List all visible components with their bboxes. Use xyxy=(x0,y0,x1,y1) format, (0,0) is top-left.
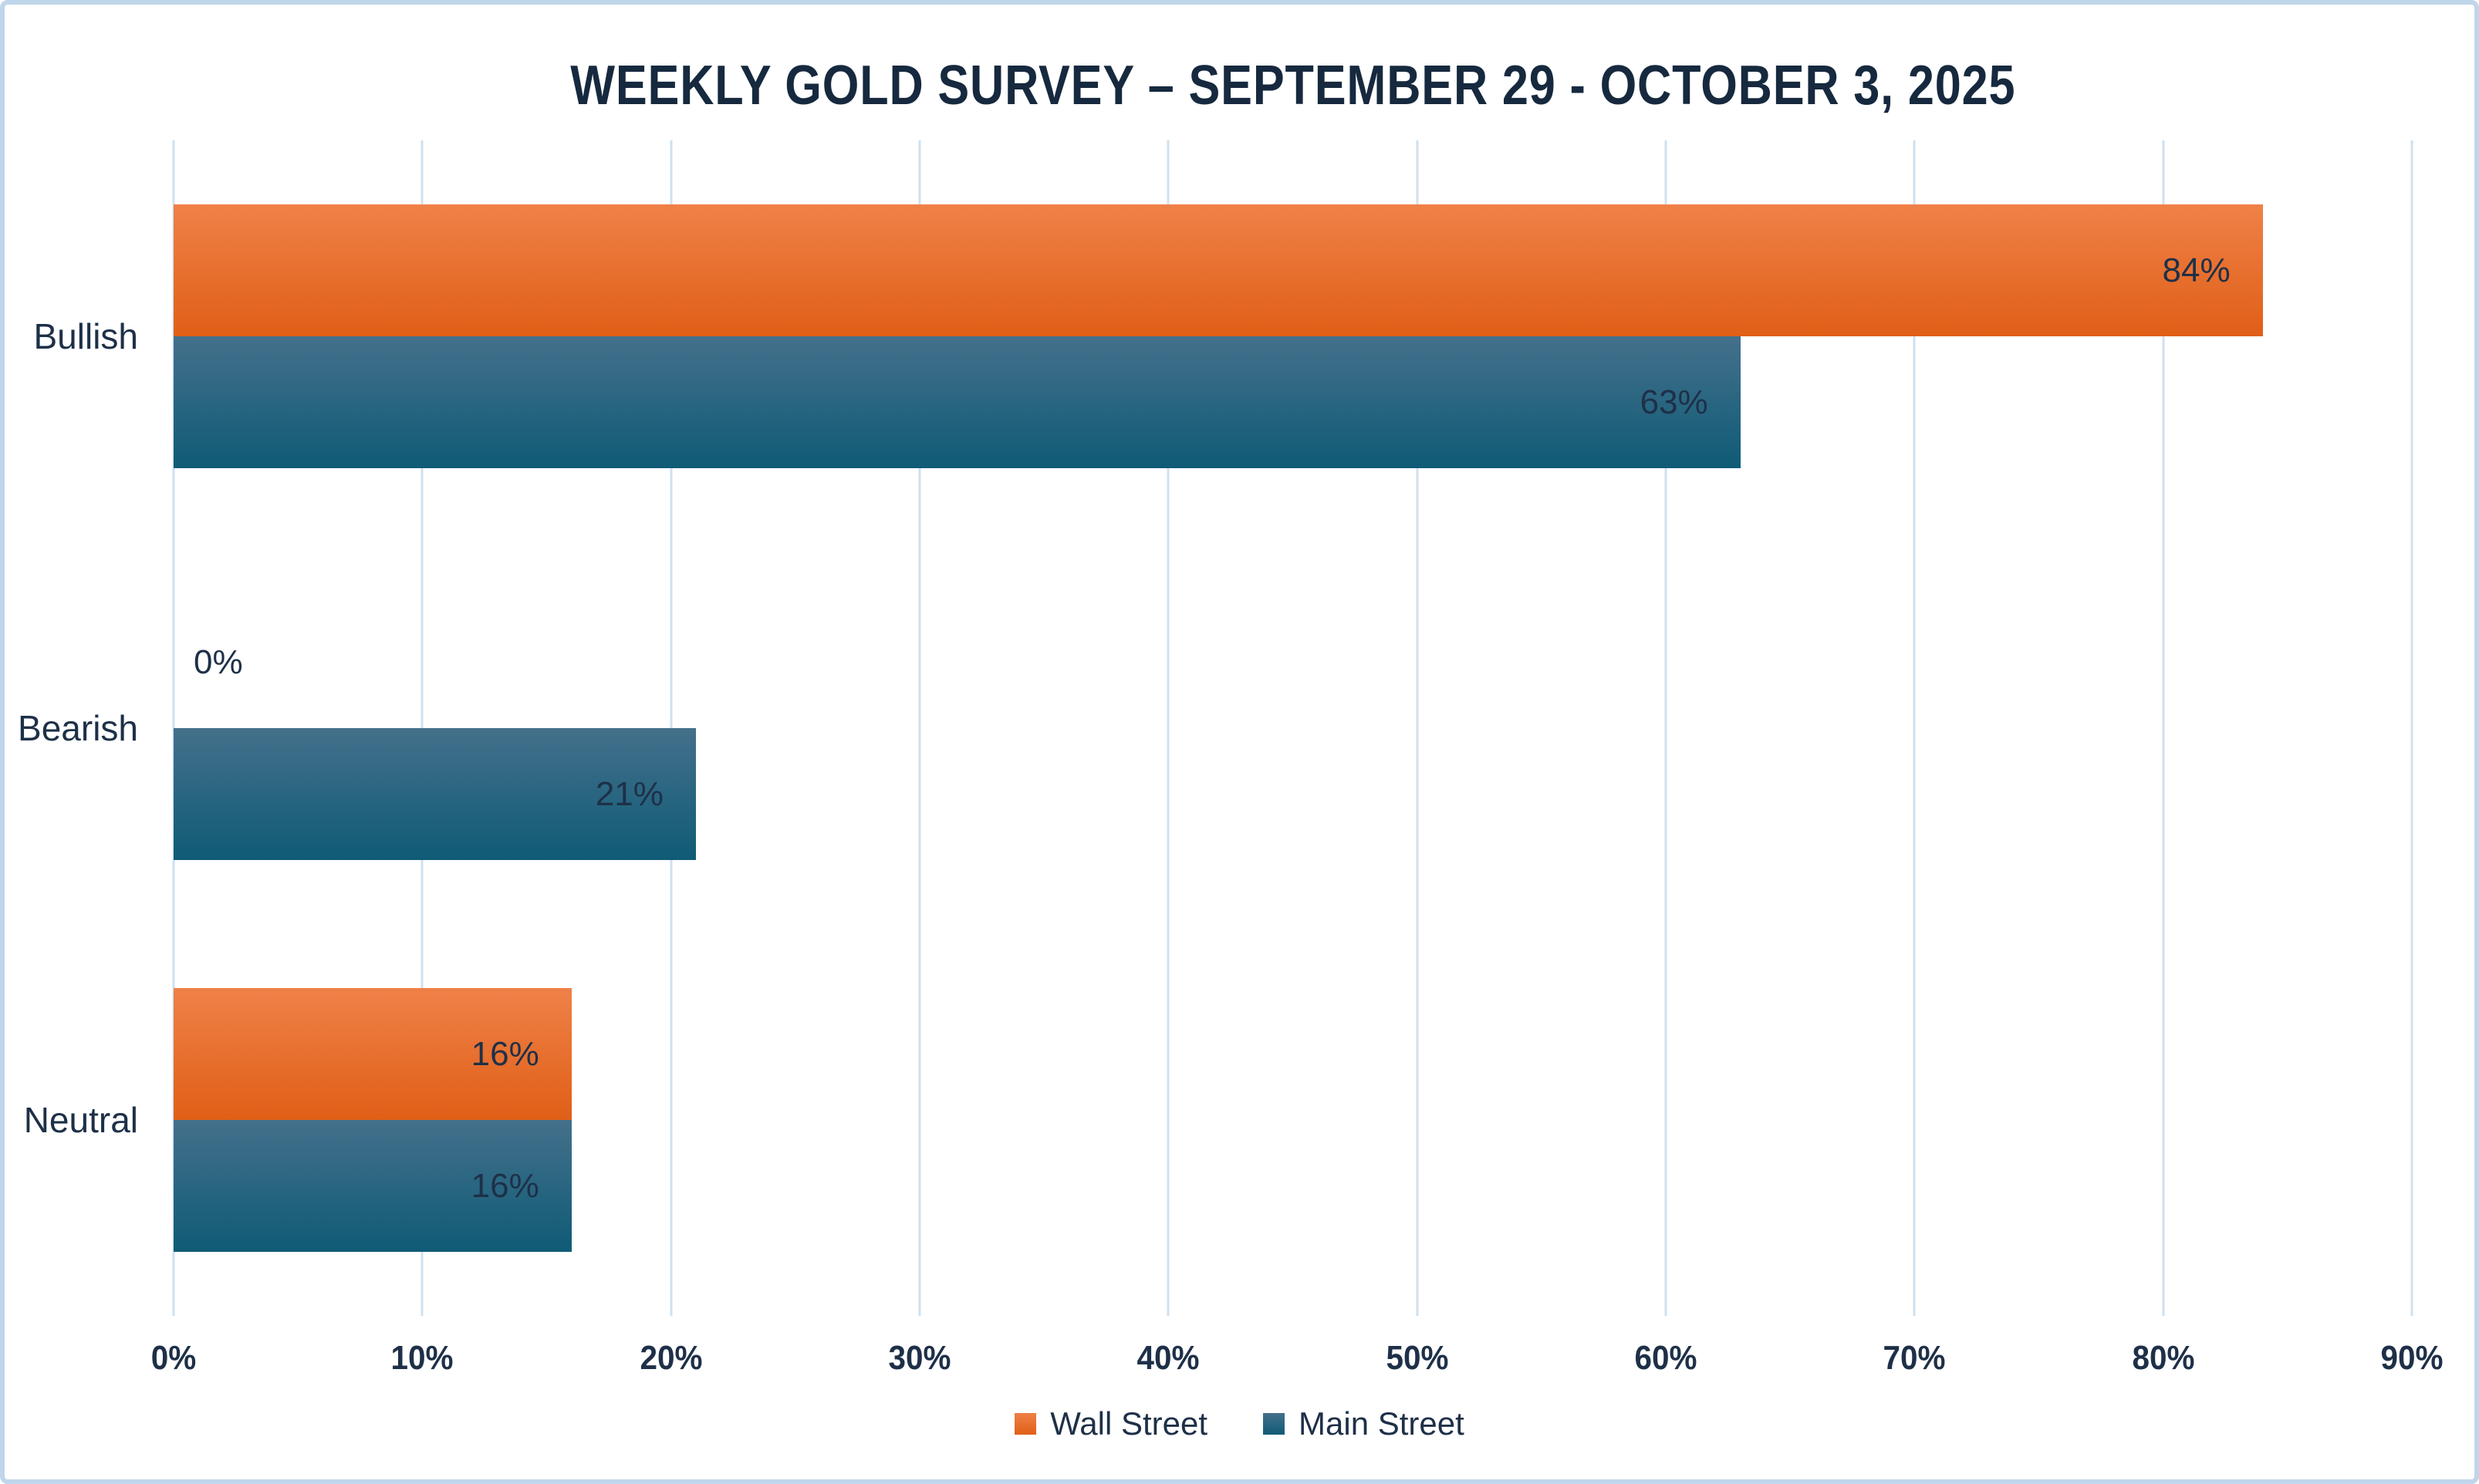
legend-label: Wall Street xyxy=(1050,1405,1208,1442)
x-tick-label: 40% xyxy=(1136,1339,1200,1377)
bar-value-label: 63% xyxy=(1640,383,1708,421)
x-tick-label: 0% xyxy=(150,1339,197,1377)
x-axis-tick-labels: 0% 10% 20% 30% 40% 50% 60% 70% 80% 90% xyxy=(151,1339,2444,1393)
bar-value-label: 16% xyxy=(471,1166,539,1205)
x-tick-label: 50% xyxy=(1386,1339,1449,1377)
chart-title: WEEKLY GOLD SURVEY – SEPTEMBER 29 - OCTO… xyxy=(174,54,2412,117)
gridline xyxy=(1167,140,1170,1316)
x-tick-label: 80% xyxy=(2132,1339,2195,1377)
x-tick-label: 10% xyxy=(390,1339,454,1377)
x-tick-label: 60% xyxy=(1634,1339,1697,1377)
legend-label: Main Street xyxy=(1299,1405,1464,1442)
x-tick-label: 20% xyxy=(640,1339,703,1377)
y-axis-category-labels: Bullish Bearish Neutral xyxy=(5,140,174,1316)
bar-value-label: 21% xyxy=(595,774,664,813)
chart-title-text: WEEKLY GOLD SURVEY – SEPTEMBER 29 - OCTO… xyxy=(569,55,2016,116)
gridline xyxy=(2410,140,2413,1316)
bar-value-label-wall-street-bearish: 0% xyxy=(194,643,243,681)
gridline xyxy=(918,140,921,1316)
x-tick-label: 90% xyxy=(2380,1339,2444,1377)
bar-main-street-bullish: 63% xyxy=(174,336,1741,468)
legend: Wall Street Main Street xyxy=(5,1405,2474,1442)
gridline xyxy=(2162,140,2165,1316)
gridline xyxy=(1913,140,1916,1316)
bar-main-street-bearish: 21% xyxy=(174,728,696,860)
bar-wall-street-bullish: 84% xyxy=(174,204,2263,336)
legend-swatch-main-street xyxy=(1263,1413,1285,1435)
gridline xyxy=(1664,140,1667,1316)
bar-value-label: 16% xyxy=(471,1034,539,1073)
x-tick-label: 70% xyxy=(1883,1339,1946,1377)
bar-wall-street-neutral: 16% xyxy=(174,988,572,1120)
plot-area: 84% 63% 0% 21% 16% 16% xyxy=(172,140,2413,1316)
category-label-neutral: Neutral xyxy=(23,1100,138,1140)
legend-item-main-street: Main Street xyxy=(1263,1405,1464,1442)
category-label-bullish: Bullish xyxy=(33,316,138,356)
legend-item-wall-street: Wall Street xyxy=(1015,1405,1207,1442)
bar-main-street-neutral: 16% xyxy=(174,1120,572,1252)
bar-value-label: 84% xyxy=(2162,251,2231,289)
legend-swatch-wall-street xyxy=(1015,1413,1037,1435)
gridline xyxy=(1416,140,1419,1316)
category-label-bearish: Bearish xyxy=(18,708,138,748)
x-tick-label: 30% xyxy=(888,1339,951,1377)
